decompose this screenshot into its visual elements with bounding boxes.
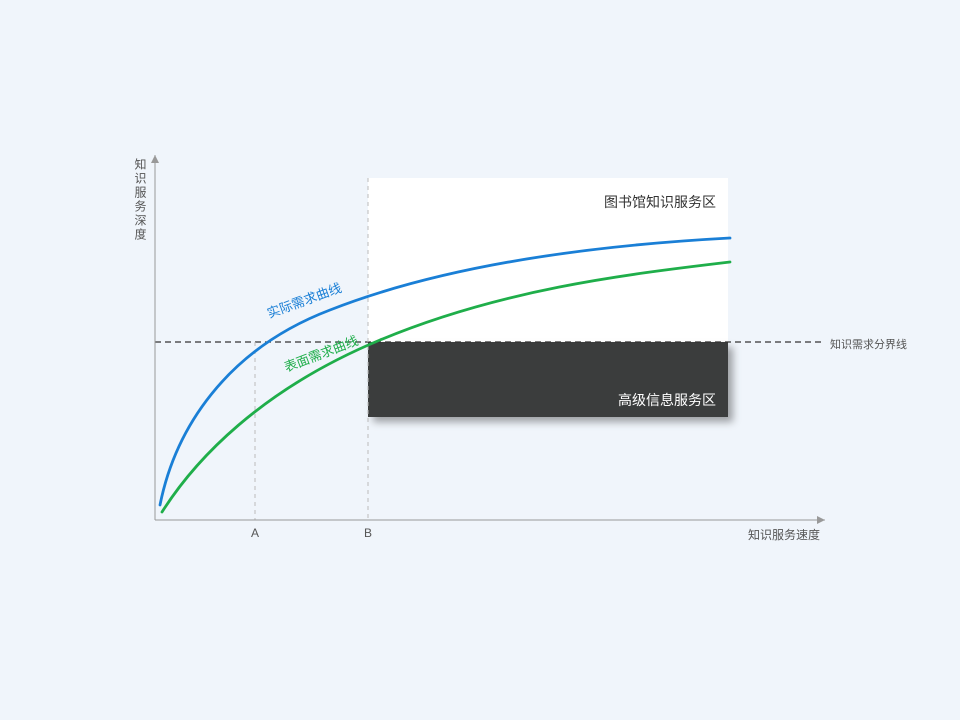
tick-a-label: A <box>251 526 259 540</box>
tick-b-label: B <box>364 526 372 540</box>
x-axis-arrow-icon <box>817 516 825 524</box>
region-white-label: 图书馆知识服务区 <box>604 192 716 212</box>
threshold-label: 知识需求分界线 <box>830 336 907 352</box>
x-axis-label: 知识服务速度 <box>748 526 820 543</box>
y-axis-arrow-icon <box>151 155 159 163</box>
region-dark-label: 高级信息服务区 <box>618 390 716 410</box>
knowledge-service-diagram: 知识服务深度 知识服务速度 A B 知识需求分界线 图书馆知识服务区 高级信息服… <box>0 0 960 720</box>
diagram-svg <box>0 0 960 720</box>
y-axis-label: 知识服务深度 <box>132 158 149 242</box>
